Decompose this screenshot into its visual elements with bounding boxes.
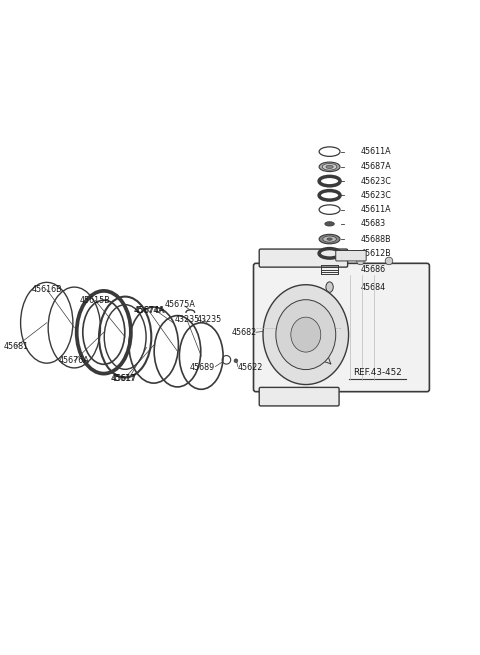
Text: 45617: 45617 <box>110 375 135 383</box>
Text: 43235: 43235 <box>174 316 200 324</box>
Text: 45688B: 45688B <box>360 234 391 244</box>
Ellipse shape <box>326 165 333 168</box>
Text: 45684: 45684 <box>360 282 385 291</box>
Text: 45623C: 45623C <box>360 191 391 200</box>
FancyBboxPatch shape <box>259 249 348 267</box>
Text: 43235: 43235 <box>196 316 222 324</box>
Text: 45676A: 45676A <box>59 356 90 365</box>
Text: 45674A: 45674A <box>135 307 166 315</box>
Ellipse shape <box>322 164 337 170</box>
Text: 45682: 45682 <box>231 328 257 337</box>
Text: 45686: 45686 <box>360 265 385 274</box>
Ellipse shape <box>319 234 340 244</box>
Text: 45681: 45681 <box>3 342 28 351</box>
FancyBboxPatch shape <box>253 263 430 392</box>
Text: 45612B: 45612B <box>360 249 391 258</box>
Ellipse shape <box>291 317 321 352</box>
Ellipse shape <box>327 238 332 240</box>
Circle shape <box>234 359 238 363</box>
Text: 45616B: 45616B <box>31 285 62 294</box>
Text: 45674A: 45674A <box>133 307 164 315</box>
Circle shape <box>385 257 393 265</box>
Circle shape <box>357 257 364 265</box>
Text: 45623C: 45623C <box>360 177 391 185</box>
Text: 45687A: 45687A <box>360 162 391 172</box>
FancyBboxPatch shape <box>336 250 366 261</box>
Text: 45617: 45617 <box>111 375 137 383</box>
Text: 45675A: 45675A <box>164 300 195 309</box>
Text: 45611A: 45611A <box>360 205 391 214</box>
Ellipse shape <box>319 162 340 172</box>
Text: REF.43-452: REF.43-452 <box>353 368 401 377</box>
Text: 45615B: 45615B <box>80 296 110 305</box>
Ellipse shape <box>326 282 333 292</box>
Ellipse shape <box>325 222 334 226</box>
Ellipse shape <box>276 300 336 369</box>
Ellipse shape <box>323 236 336 242</box>
Text: 45622: 45622 <box>238 364 263 373</box>
Text: 45611A: 45611A <box>360 147 391 156</box>
Text: 45689: 45689 <box>189 364 215 373</box>
FancyBboxPatch shape <box>259 387 339 406</box>
Text: 45683: 45683 <box>360 219 385 229</box>
Ellipse shape <box>263 285 348 384</box>
